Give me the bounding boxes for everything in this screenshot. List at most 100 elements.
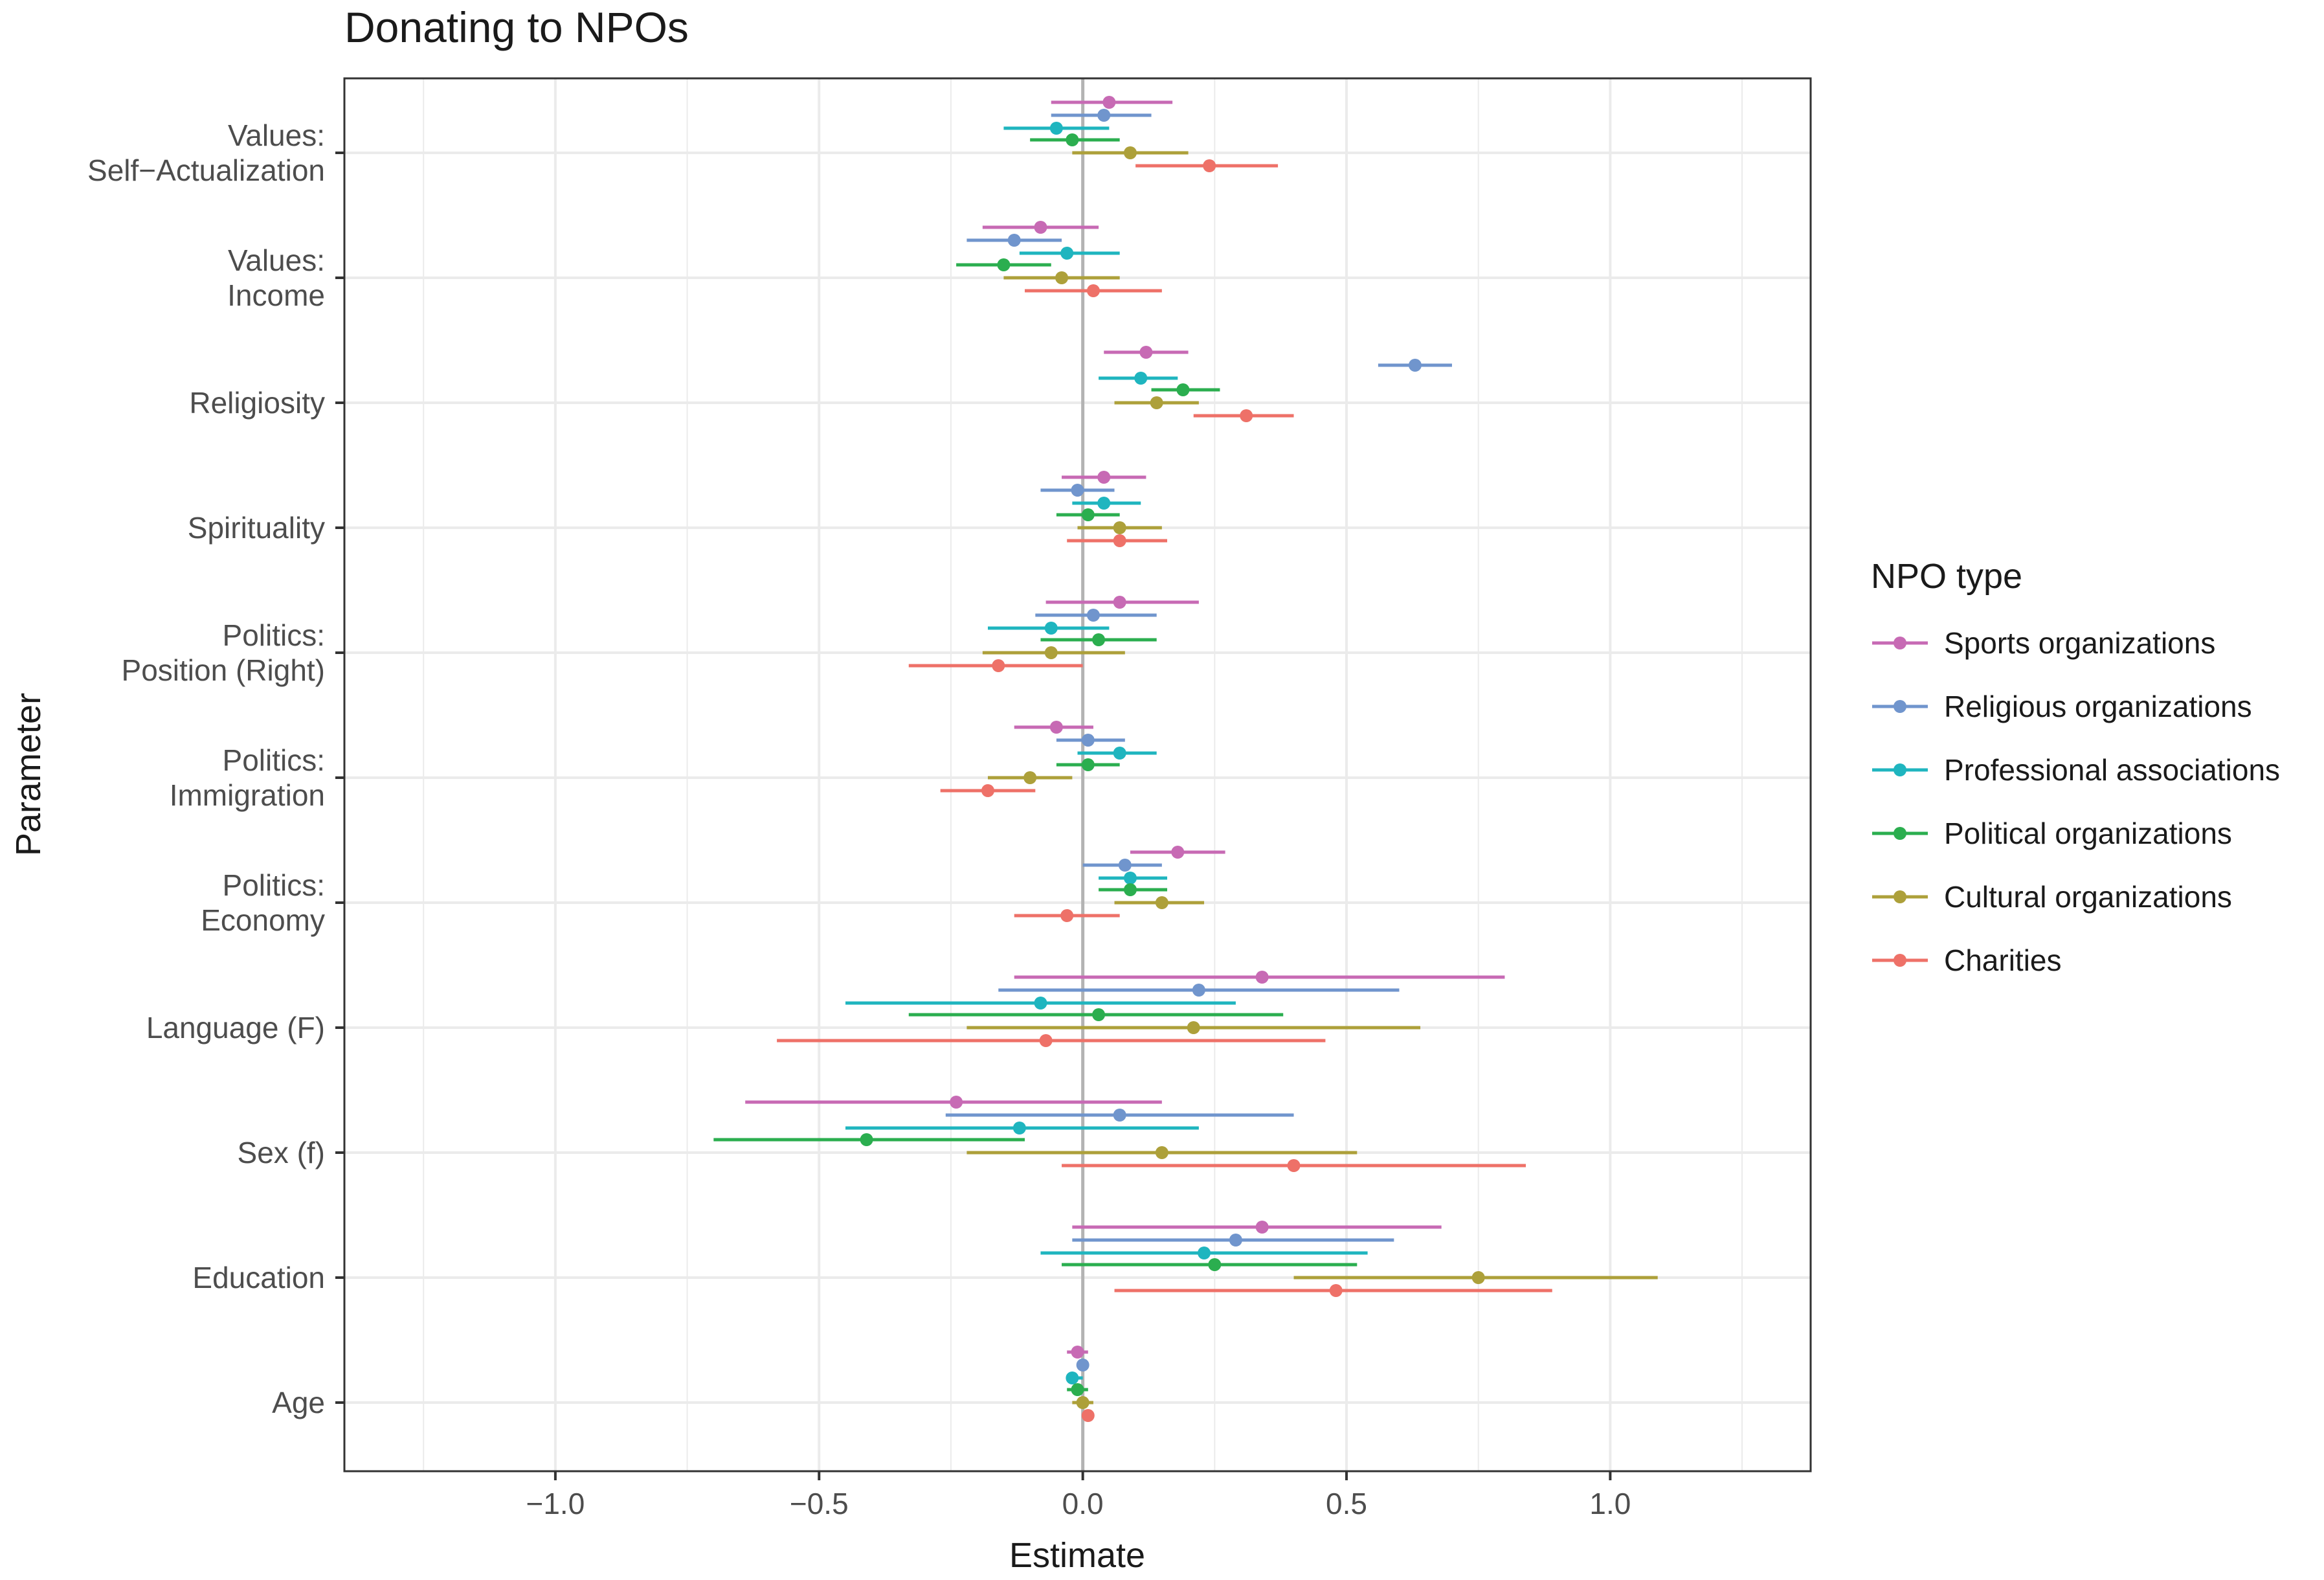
estimate-point	[1113, 521, 1126, 534]
estimate-point	[1086, 284, 1100, 297]
estimate-point	[1155, 896, 1168, 909]
marks-layer	[713, 96, 1658, 1422]
legend-label: Charities	[1944, 943, 2062, 977]
estimate-point	[1198, 1247, 1211, 1259]
y-axis-title: Parameter	[9, 693, 48, 856]
estimate-point	[1123, 146, 1137, 159]
estimate-point	[1097, 497, 1111, 510]
estimate-point	[1150, 396, 1163, 409]
estimate-point	[1155, 1146, 1168, 1159]
estimate-point	[1066, 133, 1079, 146]
estimate-point	[1097, 109, 1111, 122]
legend-key-point	[1894, 890, 1906, 903]
y-tick-label: Values:	[228, 243, 325, 277]
y-tick-label: Politics:	[223, 743, 325, 777]
estimate-point	[1229, 1234, 1242, 1247]
estimate-point	[1118, 859, 1132, 872]
estimate-point	[1092, 633, 1106, 646]
estimate-point	[1203, 159, 1216, 172]
legend-key-point	[1894, 637, 1906, 649]
estimate-point	[860, 1133, 873, 1146]
estimate-point	[1287, 1159, 1301, 1172]
y-tick-label: Self−Actualization	[87, 153, 325, 187]
x-axis-title: Estimate	[1009, 1536, 1145, 1575]
estimate-point	[1044, 646, 1058, 659]
x-tick-label: 1.0	[1589, 1487, 1631, 1520]
legend-label: Cultural organizations	[1944, 880, 2232, 914]
estimate-point	[1134, 372, 1148, 385]
x-axis: −1.0 −0.5 0.0 0.5 1.0	[526, 1471, 1631, 1520]
estimate-point	[1076, 1359, 1089, 1371]
y-tick-label: Language (F)	[146, 1011, 325, 1044]
estimate-point	[1123, 883, 1137, 896]
y-tick-label: Sex (f)	[238, 1136, 325, 1169]
estimate-point	[1081, 508, 1095, 521]
grid-layer	[344, 78, 1811, 1471]
estimate-point	[1113, 1109, 1126, 1122]
panel-border	[343, 77, 1812, 1473]
legend-label: Religious organizations	[1944, 690, 2252, 723]
estimate-point	[1408, 359, 1422, 372]
estimate-point	[950, 1096, 963, 1109]
estimate-point	[1123, 872, 1137, 885]
estimate-point	[1055, 271, 1069, 284]
x-tick-label: −0.5	[790, 1487, 849, 1520]
legend-label: Political organizations	[1944, 817, 2232, 850]
estimate-point	[1113, 534, 1126, 547]
estimate-point	[1176, 383, 1190, 396]
estimate-point	[1034, 997, 1047, 1010]
estimate-point	[1240, 409, 1253, 422]
x-tick-label: 0.5	[1326, 1487, 1367, 1520]
estimate-point	[1049, 721, 1063, 734]
estimate-point	[1092, 1008, 1106, 1021]
y-tick-label: Religiosity	[189, 386, 325, 420]
y-tick-label: Spirituality	[188, 511, 325, 545]
estimate-point	[1012, 1122, 1026, 1134]
estimate-point	[1097, 471, 1111, 484]
y-tick-label: Income	[227, 278, 325, 312]
estimate-point	[1076, 1396, 1089, 1409]
y-tick-label: Position (Right)	[122, 653, 325, 687]
estimate-point	[1049, 122, 1063, 135]
estimate-point	[1187, 1021, 1200, 1034]
estimate-point	[997, 258, 1011, 271]
estimate-point	[1071, 484, 1084, 497]
estimate-point	[1208, 1258, 1222, 1271]
legend-label: Sports organizations	[1944, 626, 2215, 660]
legend: NPO type Sports organizations Religious o…	[1871, 557, 2280, 977]
y-tick-label: Age	[272, 1386, 325, 1419]
estimate-point	[1066, 1371, 1079, 1384]
estimate-point	[1071, 1383, 1084, 1396]
legend-key-point	[1894, 763, 1906, 776]
estimate-point	[1102, 96, 1116, 109]
x-tick-label: 0.0	[1062, 1487, 1104, 1520]
y-tick-label: Education	[192, 1261, 325, 1294]
estimate-point	[1034, 221, 1047, 234]
estimate-point	[1081, 758, 1095, 771]
estimate-point	[1113, 747, 1126, 760]
estimate-point	[1081, 734, 1095, 747]
estimate-point	[1071, 1346, 1084, 1359]
legend-key-point	[1894, 700, 1906, 713]
y-tick-label: Economy	[201, 903, 325, 937]
estimate-point	[1023, 771, 1037, 784]
estimate-point	[1007, 234, 1021, 247]
legend-title: NPO type	[1871, 557, 2022, 596]
estimate-point	[1171, 846, 1185, 859]
y-tick-label: Immigration	[170, 778, 325, 812]
legend-label: Professional associations	[1944, 753, 2280, 787]
estimate-point	[1081, 1409, 1095, 1422]
chart-title: Donating to NPOs	[344, 3, 689, 51]
y-tick-label: Politics:	[223, 618, 325, 652]
estimate-point	[1471, 1271, 1485, 1284]
estimate-point	[1255, 1221, 1269, 1234]
y-tick-label: Politics:	[223, 868, 325, 902]
legend-key-point	[1894, 827, 1906, 840]
y-tick-label: Values:	[228, 119, 325, 152]
estimate-point	[1060, 247, 1074, 260]
estimate-point	[1255, 971, 1269, 984]
estimate-point	[1139, 346, 1153, 359]
estimate-point	[1044, 622, 1058, 635]
estimate-point	[1329, 1284, 1343, 1297]
estimate-point	[1039, 1034, 1053, 1047]
